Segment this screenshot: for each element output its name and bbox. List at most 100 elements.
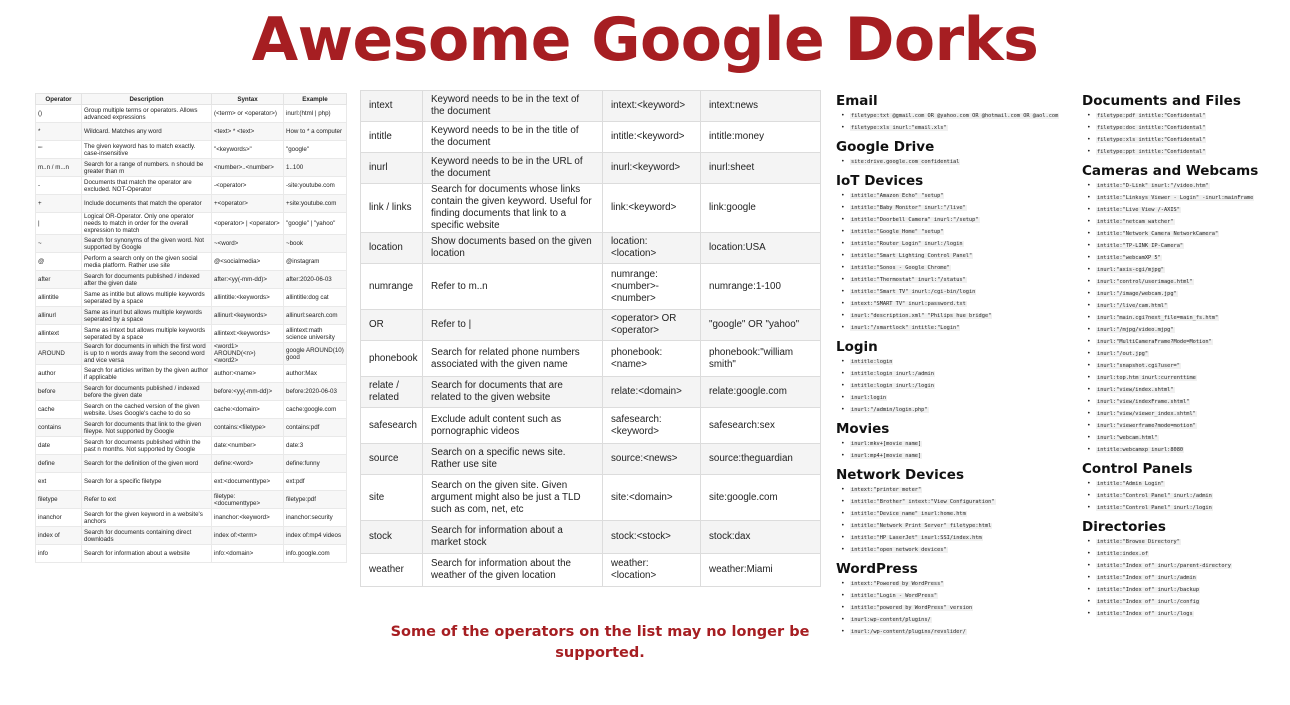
dork-query: intitle:"Index of" inurl:/logs [1096, 611, 1194, 617]
table-row: allinurl Same as inurl but allows multipl… [35, 306, 347, 325]
list-item: intitle:"open network devices" [841, 544, 1071, 556]
list-item: intitle:"Linksys Viewer - Login" -inurl:… [1087, 192, 1287, 204]
section-heading: Email [836, 93, 878, 109]
dork-query: inurl:"description.xml" "Philips hue bri… [850, 313, 993, 319]
dork-query: inurl:"/image/webcam.jpg" [1096, 291, 1178, 297]
list-item: intitle:"netcam watcher" [1087, 216, 1287, 228]
table-cell: Search on the cached version of the give… [81, 400, 212, 419]
table-cell: Search for documents whose links contain… [422, 183, 603, 233]
table-cell: () [35, 104, 82, 123]
dork-query: inurl:"view/indexFrame.shtml" [1096, 399, 1191, 405]
table-cell: location [360, 232, 423, 264]
list-item: intitle:"Live View /-AXIS" [1087, 204, 1287, 216]
table-row: location Show documents based on the give… [360, 232, 821, 264]
table-cell: index of:mp4 videos [283, 526, 347, 545]
table-cell: AROUND [35, 342, 82, 365]
table-cell: allintext [35, 324, 82, 343]
list-item: filetype:pdf intitle:"Confidental" [1087, 110, 1287, 122]
table-row: phonebook Search for related phone number… [360, 340, 821, 377]
dork-query: intitle:"Sonos - Google Chrome" [850, 265, 951, 271]
list-item: inurl:"view/viewer_index.shtml" [1087, 408, 1287, 420]
table-cell: allinurl:<keywords> [211, 306, 284, 325]
table-cell: Search on the given site. Given argument… [422, 474, 603, 521]
table-cell: ext:<documenttype> [211, 472, 284, 491]
list-item: inurl:"MultiCameraFrame?Mode=Motion" [1087, 336, 1287, 348]
table-cell: location:USA [700, 232, 821, 264]
table-cell: * [35, 122, 82, 141]
table-cell: numrange:1-100 [700, 263, 821, 310]
table-row: after Search for documents published / in… [35, 270, 347, 289]
table-cell: Search for related phone numbers associa… [422, 340, 603, 377]
dork-section: Movies inurl:mkv+[movie name] inurl:mp4+[m… [836, 420, 1071, 462]
table-cell: + [35, 194, 82, 213]
table-row: allintitle Same as intitle but allows mul… [35, 288, 347, 307]
table-cell: allinurl [35, 306, 82, 325]
dork-query: filetype:pdf intitle:"Confidental" [1096, 113, 1207, 119]
list-item: intitle:"Smart TV" inurl:/cgi-bin/login [841, 286, 1071, 298]
section-heading: Documents and Files [1082, 93, 1241, 109]
dork-section: Control Panelsintitle:"Admin Login"intit… [1082, 460, 1287, 514]
table-cell: relate:<domain> [602, 376, 701, 408]
dork-query: intitle:"Smart TV" inurl:/cgi-bin/login [850, 289, 977, 295]
list-item: intitle:"Index of" inurl:/admin [1087, 572, 1287, 584]
list-item: filetype:doc intitle:"Confidental" [1087, 122, 1287, 134]
dork-query: intitle:login inurl:/admin [850, 371, 935, 377]
table-cell: Search for documents that link to the gi… [81, 418, 212, 437]
dork-query: intitle:"Index of" inurl:/admin [1096, 575, 1197, 581]
table-cell: Search for information about the weather… [422, 553, 603, 587]
table-cell: inanchor [35, 508, 82, 527]
table-cell: link:<keyword> [602, 183, 701, 233]
dork-query: inurl:"/out.jpg" [1096, 351, 1150, 357]
list-item: intitle:login [841, 356, 1071, 368]
list-item: filetype:ppt intitle:"Confidental" [1087, 146, 1287, 158]
table-row: AROUND Search for documents in which the … [35, 342, 347, 365]
table-cell: after:2020-06-03 [283, 270, 347, 289]
table-row: @ Perform a search only on the given soci… [35, 252, 347, 271]
table-row: index of Search for documents containing … [35, 526, 347, 545]
table-cell: link:google [700, 183, 821, 233]
table-cell: 1..100 [283, 158, 347, 177]
list-item: intitle:"HP LaserJet" inurl:SSI/index.ht… [841, 532, 1071, 544]
list-item: intitle:"TP-LINK IP-Camera" [1087, 240, 1287, 252]
table-cell: safesearch:<keyword> [602, 407, 701, 444]
list-item: inurl:"description.xml" "Philips hue bri… [841, 310, 1071, 322]
list-item: inurl:"/mjpg/video.mjpg" [1087, 324, 1287, 336]
table-cell: allintext:math science university [283, 324, 347, 343]
table-cell: Search for documents published / indexed… [81, 382, 212, 401]
table-cell: source:<news> [602, 443, 701, 475]
dork-query: intitle:"Thermostat" inurl:"/status" [850, 277, 967, 283]
table-row: cache Search on the cached version of the… [35, 400, 347, 419]
list-item: intext:"Powered by WordPress" [841, 578, 1071, 590]
list-item: intitle:"Doorbell Camera" inurl:"/setup" [841, 214, 1071, 226]
table-cell: define:funny [283, 454, 347, 473]
dork-query: inurl:"view/viewer_index.shtml" [1096, 411, 1197, 417]
table-cell: intext [360, 90, 423, 122]
dork-query: intitle:"powered by WordPress" version [850, 605, 974, 611]
section-heading: Directories [1082, 519, 1166, 535]
dork-query: intitle:"webcamXP 5" [1096, 255, 1162, 261]
table-cell: intext:<keyword> [602, 90, 701, 122]
list-item: inurl:"/smartlock" intitle:"Login" [841, 322, 1071, 334]
table-cell: Keyword needs to be in the title of the … [422, 121, 603, 153]
table-cell: Search on a specific news site. Rather u… [422, 443, 603, 475]
dork-query: inurl:login [850, 395, 888, 401]
dork-list: filetype:pdf intitle:"Confidental" filety… [1082, 110, 1287, 158]
operators-table: Operator Description Syntax Example () Group… [35, 93, 347, 563]
dork-section: Google Drive site:drive.google.com confid… [836, 138, 1071, 168]
dork-section: Cameras and Webcamsintitle:"D-Link" inur… [1082, 162, 1287, 456]
dork-query: intitle:login [850, 359, 894, 365]
table-cell: define:<word> [211, 454, 284, 473]
table-cell: before [35, 382, 82, 401]
table-cell: m..n / m...n [35, 158, 82, 177]
table-cell: numrange:<number>-<number> [602, 263, 701, 310]
table-cell: inanchor:security [283, 508, 347, 527]
table-row: safesearch Exclude adult content such as … [360, 407, 821, 444]
dork-query: intitle:index.of [1096, 551, 1150, 557]
table-cell: site:<domain> [602, 474, 701, 521]
table-cell: date:<number> [211, 436, 284, 455]
table-row: allintext Same as intext but allows multi… [35, 324, 347, 343]
list-item: intitle:"D-Link" inurl:"/video.htm" [1087, 180, 1287, 192]
list-item: intitle:webcamxp inurl:8080 [1087, 444, 1287, 456]
table-cell: <operator> | <operator> [211, 212, 284, 235]
table-row: "" The given keyword has to match exactly… [35, 140, 347, 159]
